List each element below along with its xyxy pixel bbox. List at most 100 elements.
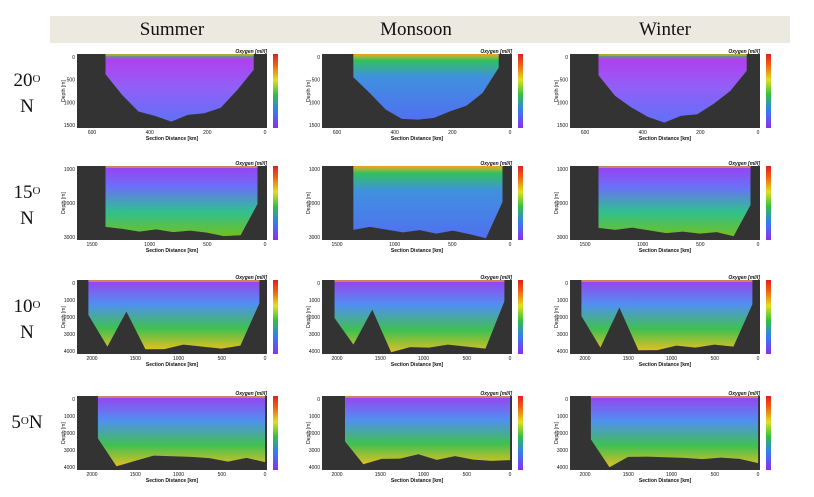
y-tick-label: 3000 <box>309 332 320 338</box>
y-tick-label: 3000 <box>557 448 568 454</box>
x-axis-label: Section Distance [km] <box>146 362 199 368</box>
y-tick-label: 1000 <box>64 414 75 420</box>
x-tick-label: 1500 <box>623 472 634 478</box>
y-tick-label: 0 <box>565 281 568 287</box>
x-tick-label: 1000 <box>389 242 400 248</box>
x-tick-label: 1000 <box>666 356 677 362</box>
y-tick-label: 0 <box>317 281 320 287</box>
x-tick-label: 1000 <box>418 472 429 478</box>
y-axis-label: Depth [m] <box>61 192 67 214</box>
y-tick-label: 1000 <box>64 100 75 106</box>
x-tick-label: 0 <box>509 130 512 136</box>
water-section <box>353 166 503 239</box>
y-tick-label: 1000 <box>309 100 320 106</box>
x-tick-label: 0 <box>757 472 760 478</box>
y-tick-label: 3000 <box>557 235 568 241</box>
water-section <box>598 54 747 123</box>
row-label-part: 5 <box>11 412 21 433</box>
x-tick-label: 500 <box>463 356 472 362</box>
row-label-part: O <box>32 185 41 197</box>
x-axis-label: Section Distance [km] <box>639 478 692 484</box>
colorbar <box>273 166 278 240</box>
x-axis-label: Section Distance [km] <box>639 248 692 254</box>
x-tick-label: 1000 <box>637 242 648 248</box>
y-axis-label: Depth [m] <box>306 80 312 102</box>
x-tick-label: 200 <box>448 130 457 136</box>
x-tick-label: 0 <box>757 242 760 248</box>
x-tick-label: 200 <box>696 130 705 136</box>
x-tick-label: 2000 <box>86 472 97 478</box>
x-tick-label: 0 <box>509 472 512 478</box>
y-tick-label: 1500 <box>309 123 320 129</box>
x-tick-label: 0 <box>757 130 760 136</box>
x-tick-label: 1500 <box>375 472 386 478</box>
row-label-part: 10 <box>13 296 33 317</box>
water-section <box>581 280 753 351</box>
x-tick-label: 1500 <box>579 242 590 248</box>
water-section <box>344 396 511 465</box>
y-tick-label: 2000 <box>64 315 75 321</box>
colorbar <box>518 280 523 354</box>
y-tick-label: 500 <box>560 78 569 84</box>
x-axis-label: Section Distance [km] <box>639 136 692 142</box>
panel: Oxygen [ml/l] Depth [m] Section Distance [… <box>61 275 278 368</box>
y-tick-label: 3000 <box>64 235 75 241</box>
y-tick-label: 4000 <box>64 349 75 355</box>
x-axis-label: Section Distance [km] <box>146 136 199 142</box>
panel: Oxygen [ml/l] Depth [m] Section Distance [… <box>61 49 278 142</box>
y-tick-label: 2000 <box>309 315 320 321</box>
y-tick-label: 0 <box>317 55 320 61</box>
panel-title: Oxygen [ml/l] <box>235 161 267 167</box>
x-tick-label: 400 <box>390 130 399 136</box>
water-section <box>105 54 254 122</box>
y-tick-label: 2000 <box>557 201 568 207</box>
surface-band <box>353 54 499 56</box>
x-tick-label: 1500 <box>86 242 97 248</box>
x-axis-label: Section Distance [km] <box>146 248 199 254</box>
surface-band <box>105 54 254 56</box>
x-tick-label: 2000 <box>331 356 342 362</box>
y-tick-label: 1000 <box>557 100 568 106</box>
panel-title: Oxygen [ml/l] <box>480 49 512 55</box>
x-tick-label: 500 <box>696 242 705 248</box>
panel: Oxygen [ml/l] Depth [m] Section Distance [… <box>306 391 523 484</box>
colorbar <box>518 396 523 470</box>
y-axis-label: Depth [m] <box>61 306 67 328</box>
surface-band <box>353 166 503 168</box>
y-tick-label: 500 <box>67 78 76 84</box>
y-tick-label: 4000 <box>557 465 568 471</box>
panel: Oxygen [ml/l] Depth [m] Section Distance [… <box>306 275 523 368</box>
x-tick-label: 1500 <box>375 356 386 362</box>
x-tick-label: 1000 <box>666 472 677 478</box>
water-section <box>590 396 759 468</box>
panel: Oxygen [ml/l] Depth [m] Section Distance [… <box>61 391 278 484</box>
row-label: 10O N <box>4 294 50 346</box>
y-tick-label: 3000 <box>64 332 75 338</box>
column-title: Winter <box>639 19 691 40</box>
row-label: 15O N <box>4 180 50 232</box>
y-tick-label: 1000 <box>557 298 568 304</box>
surface-band <box>97 396 266 398</box>
x-tick-label: 2000 <box>331 472 342 478</box>
y-tick-label: 4000 <box>64 465 75 471</box>
y-tick-label: 500 <box>312 78 321 84</box>
panel-title: Oxygen [ml/l] <box>480 275 512 281</box>
water-section <box>334 280 505 353</box>
colorbar <box>766 280 771 354</box>
x-tick-label: 1000 <box>418 356 429 362</box>
x-tick-label: 2000 <box>86 356 97 362</box>
x-tick-label: 2000 <box>579 356 590 362</box>
y-tick-label: 0 <box>317 397 320 403</box>
x-tick-label: 1500 <box>130 472 141 478</box>
x-tick-label: 1000 <box>144 242 155 248</box>
y-tick-label: 0 <box>72 397 75 403</box>
surface-band <box>598 54 747 56</box>
x-tick-label: 2000 <box>579 472 590 478</box>
panel-title: Oxygen [ml/l] <box>480 391 512 397</box>
row-label-part: N <box>20 96 34 117</box>
y-tick-label: 1500 <box>64 123 75 129</box>
x-tick-label: 500 <box>711 472 720 478</box>
x-tick-label: 1500 <box>623 356 634 362</box>
water-section <box>105 166 258 237</box>
